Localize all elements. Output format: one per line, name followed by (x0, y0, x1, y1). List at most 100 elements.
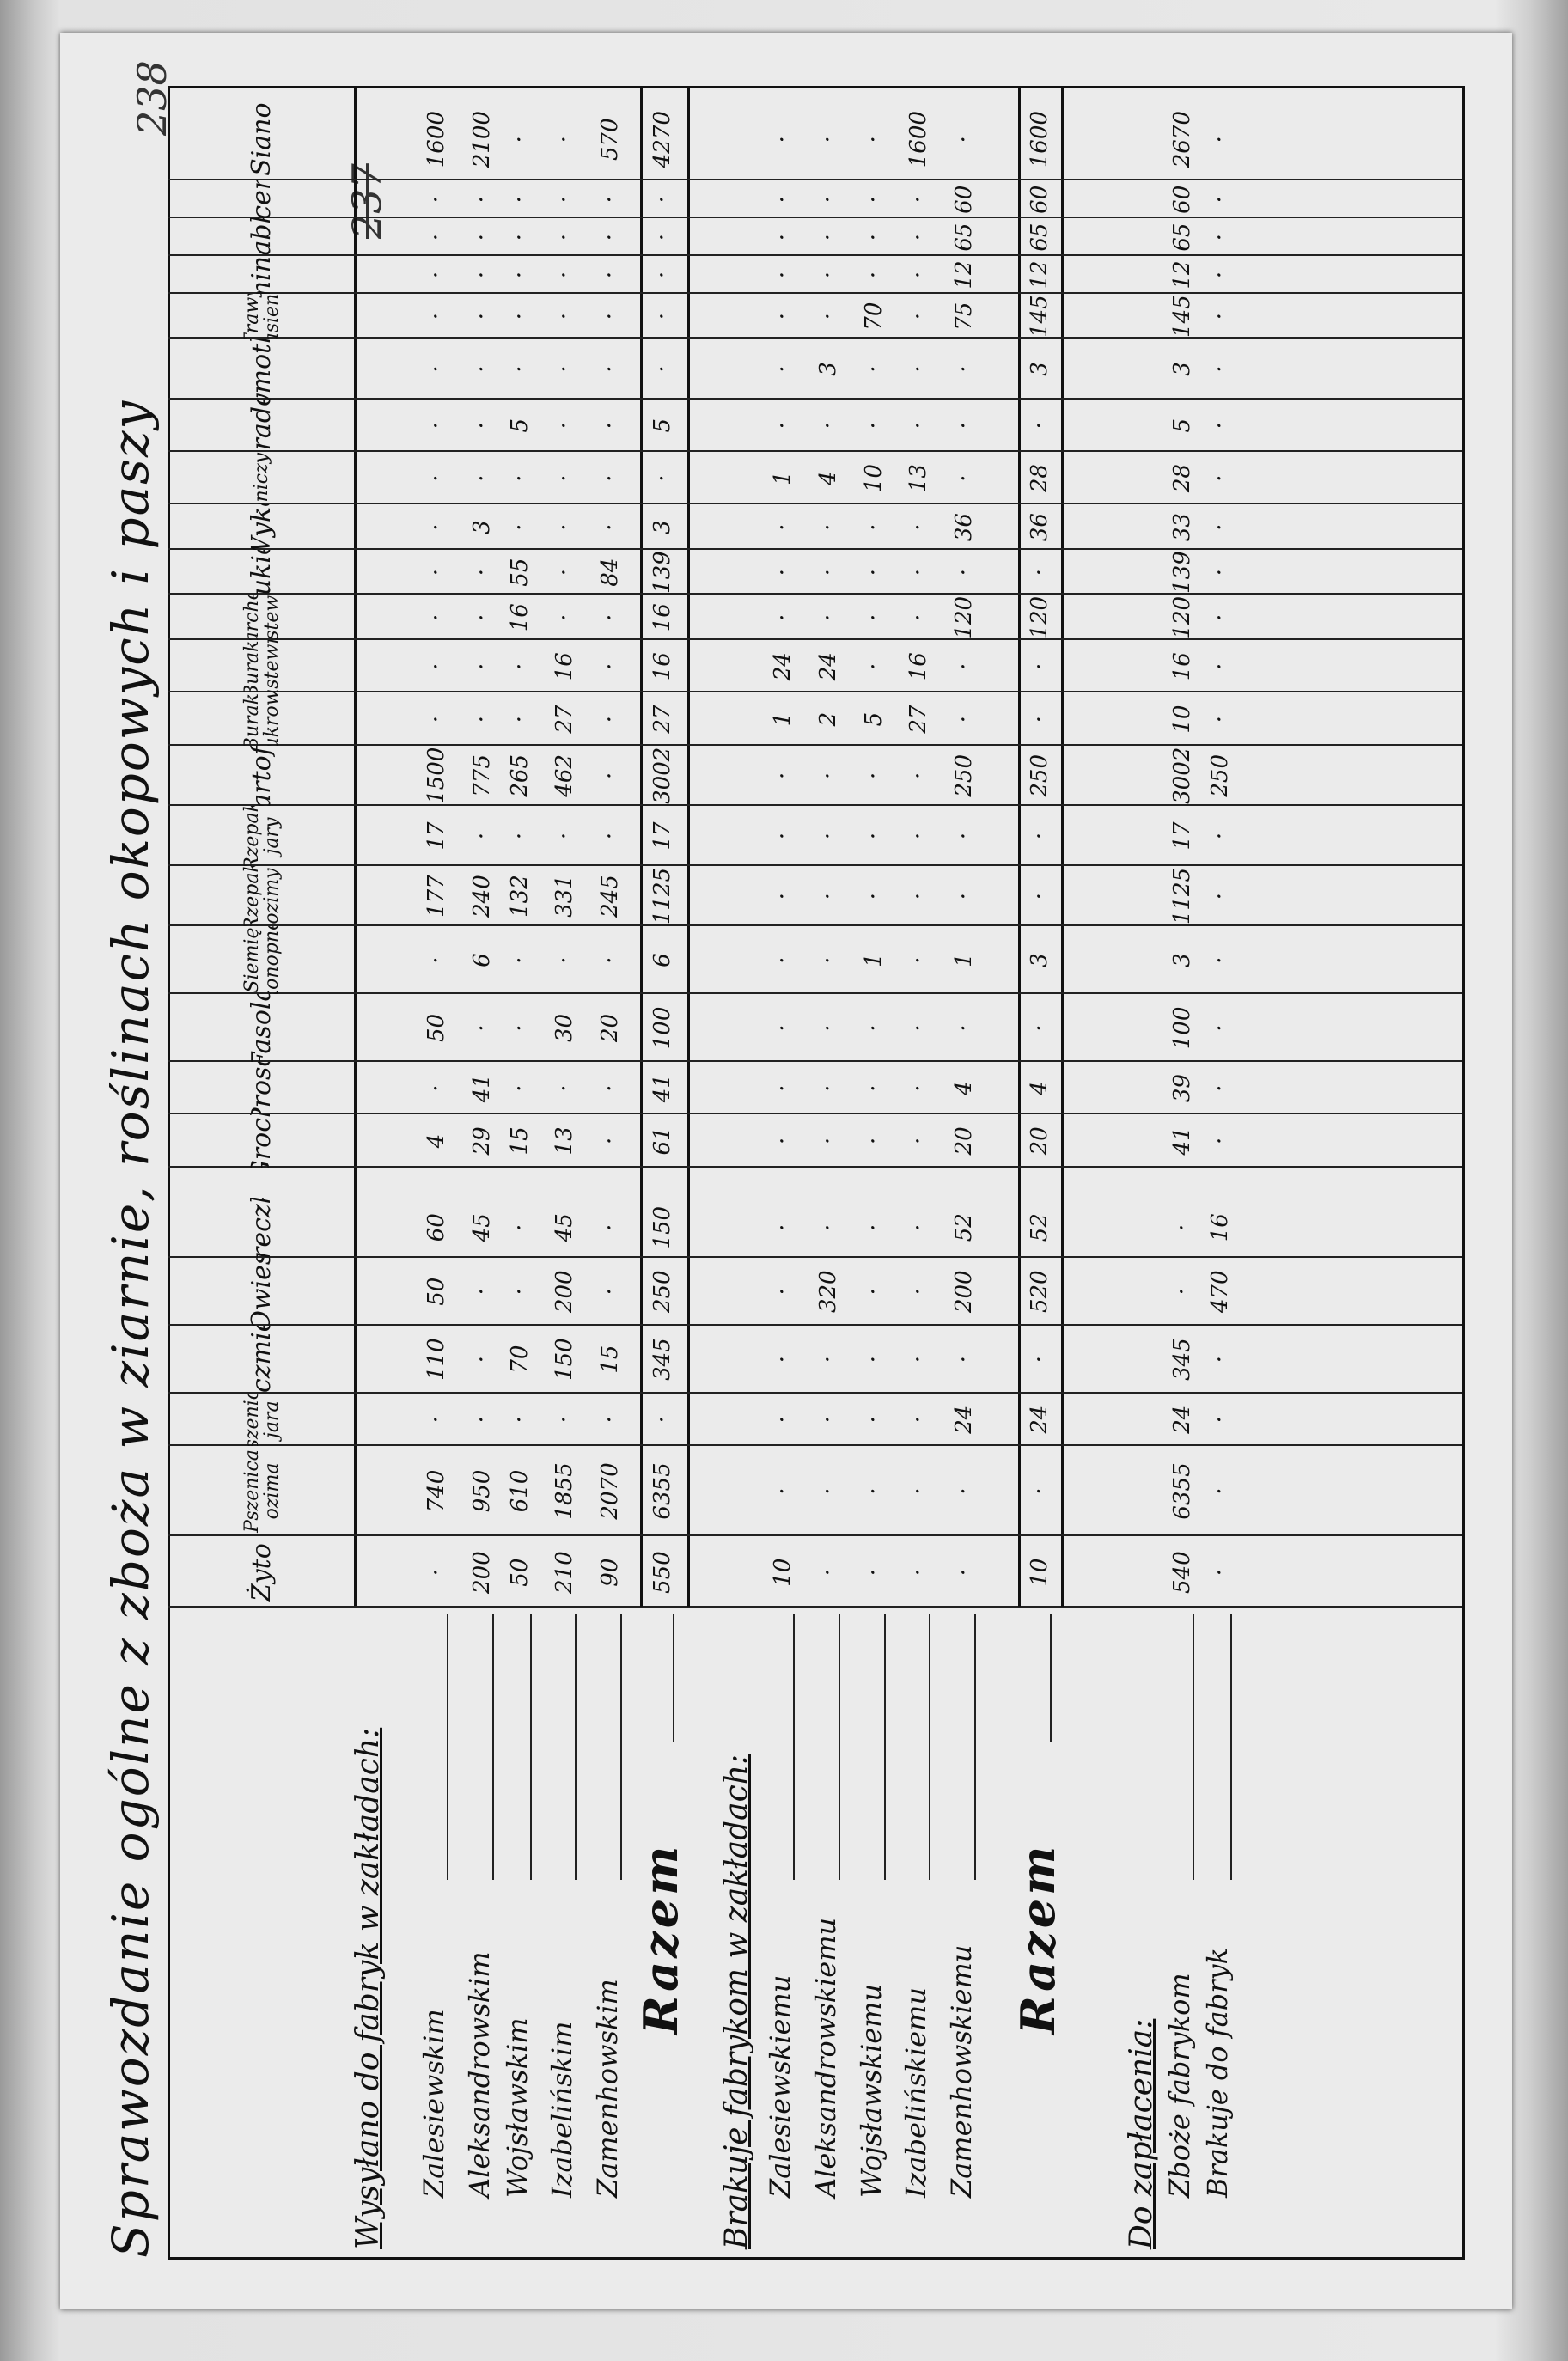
empty-cell-dot: · (861, 1416, 887, 1424)
empty-cell-dot: · (552, 196, 577, 204)
empty-cell-dot: · (906, 1569, 931, 1577)
table-cell: 17 (424, 821, 449, 851)
table-cell: 150 (552, 1338, 577, 1381)
empty-cell-dot: · (906, 832, 931, 840)
empty-cell-dot: · (770, 422, 796, 430)
empty-cell-dot: · (770, 271, 796, 279)
label-leader-line (492, 1614, 494, 1880)
empty-cell-dot: · (951, 365, 977, 373)
table-cell: 200 (552, 1270, 577, 1314)
section-divider (1061, 86, 1064, 1608)
empty-cell-dot: · (770, 1223, 796, 1231)
table-cell: 345 (1169, 1338, 1195, 1381)
empty-cell-dot: · (507, 1223, 533, 1231)
table-cell: 139 (1169, 551, 1195, 594)
empty-cell-dot: · (469, 613, 495, 621)
empty-cell-dot: · (597, 1288, 623, 1296)
empty-cell-dot: · (815, 1355, 841, 1364)
table-cell: 84 (597, 558, 623, 587)
empty-cell-dot: · (815, 422, 841, 430)
empty-cell-dot: · (424, 523, 449, 531)
empty-cell-dot: · (552, 569, 577, 577)
empty-cell-dot: · (951, 1569, 977, 1577)
table-cell: 12 (1027, 260, 1052, 290)
empty-cell-dot: · (906, 1223, 931, 1231)
empty-cell-dot: · (597, 271, 623, 279)
total-label: Razem (1010, 1842, 1065, 2035)
empty-cell-dot: · (1207, 474, 1233, 482)
empty-cell-dot: · (951, 1024, 977, 1032)
table-cell: 55 (507, 558, 533, 587)
table-cell: 3 (1169, 362, 1195, 376)
table-cell: 65 (1027, 223, 1052, 252)
empty-cell-dot: · (507, 1024, 533, 1032)
table-cell: 16 (1207, 1213, 1233, 1242)
column-header: Pszenica ozima (241, 1449, 283, 1533)
table-cell: 550 (650, 1551, 675, 1594)
empty-cell-dot: · (1027, 892, 1052, 900)
empty-cell-dot: · (1207, 196, 1233, 204)
empty-cell-dot: · (469, 715, 495, 723)
column-header: Rzepak jary (241, 805, 283, 866)
empty-cell-dot: · (951, 1487, 977, 1495)
empty-cell-dot: · (1207, 1487, 1233, 1495)
empty-cell-dot: · (507, 1416, 533, 1424)
table-cell: 132 (507, 875, 533, 918)
table-cell: 3 (1169, 953, 1195, 967)
empty-cell-dot: · (1169, 1288, 1195, 1296)
table-cell: 1125 (650, 867, 675, 925)
empty-cell-dot: · (1207, 1355, 1233, 1364)
empty-cell-dot: · (861, 271, 887, 279)
table-cell: 740 (424, 1469, 449, 1513)
table-cell: 120 (1169, 595, 1195, 639)
empty-cell-dot: · (469, 1288, 495, 1296)
table-cell: 1855 (552, 1462, 577, 1520)
table-cell: 120 (951, 595, 977, 639)
table-cell: 1 (770, 711, 796, 727)
empty-cell-dot: · (1207, 313, 1233, 320)
table-cell: 120 (1027, 595, 1052, 639)
column-header: Hreczka (247, 1197, 278, 1258)
empty-cell-dot: · (507, 365, 533, 373)
empty-cell-dot: · (1207, 523, 1233, 531)
empty-cell-dot: · (951, 892, 977, 900)
table-cell: 10 (1169, 705, 1195, 734)
table-cell: 4 (815, 471, 841, 485)
empty-cell-dot: · (507, 715, 533, 723)
table-cell: 320 (815, 1270, 841, 1314)
table-cell: 50 (424, 1277, 449, 1306)
table-cell: 3 (469, 520, 495, 534)
empty-cell-dot: · (861, 1223, 887, 1231)
table-cell: 139 (650, 551, 675, 594)
empty-cell-dot: · (469, 313, 495, 320)
empty-cell-dot: · (552, 1416, 577, 1424)
label-leader-line (1193, 1614, 1194, 1880)
table-cell: 520 (1027, 1270, 1052, 1314)
column-header: Pszenica jara (241, 1393, 283, 1446)
empty-cell-dot: · (597, 662, 623, 670)
empty-cell-dot: · (507, 662, 533, 670)
empty-cell-dot: · (906, 892, 931, 900)
empty-cell-dot: · (815, 1569, 841, 1577)
table-cell: 24 (815, 652, 841, 681)
empty-cell-dot: · (507, 136, 533, 143)
empty-cell-dot: · (770, 233, 796, 241)
table-cell: 6355 (1169, 1462, 1195, 1520)
table-cell: 950 (469, 1469, 495, 1513)
empty-cell-dot: · (770, 1024, 796, 1032)
empty-cell-dot: · (1207, 1084, 1233, 1092)
empty-cell-dot: · (469, 662, 495, 670)
empty-cell-dot: · (770, 1084, 796, 1092)
table-cell: 2670 (1169, 111, 1195, 168)
empty-cell-dot: · (815, 1024, 841, 1032)
column-header: Żyto (247, 1543, 278, 1602)
empty-cell-dot: · (1207, 136, 1233, 143)
empty-cell-dot: · (861, 892, 887, 900)
table-cell: 28 (1027, 464, 1052, 493)
table-cell: 2100 (469, 111, 495, 168)
empty-cell-dot: · (1027, 1355, 1052, 1364)
empty-cell-dot: · (424, 956, 449, 964)
empty-cell-dot: · (770, 523, 796, 531)
empty-cell-dot: · (861, 1137, 887, 1145)
table-cell: 145 (1169, 295, 1195, 338)
